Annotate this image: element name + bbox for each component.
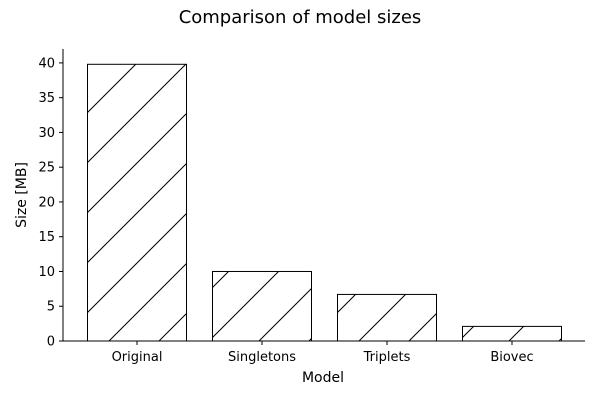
bar-singletons <box>212 270 312 342</box>
x-tick-label: Triplets <box>363 350 411 365</box>
x-tick-label: Singletons <box>228 350 296 365</box>
y-axis-label: Size [MB] <box>14 162 30 228</box>
y-axis-ticks: 0 5 10 15 20 25 30 35 40 <box>38 56 63 350</box>
y-tick-label: 0 <box>47 335 55 350</box>
bars-group <box>87 63 562 342</box>
y-tick-label: 20 <box>38 195 55 210</box>
bar-original <box>87 63 187 342</box>
y-tick-label: 40 <box>38 56 55 71</box>
y-tick-label: 15 <box>38 230 55 245</box>
bar-triplets <box>337 293 437 342</box>
x-axis-label: Model <box>302 370 344 386</box>
y-tick-label: 10 <box>38 265 55 280</box>
y-tick-label: 5 <box>47 300 55 315</box>
x-axis-ticks: Original Singletons Triplets Biovec <box>112 341 534 365</box>
x-tick-label: Original <box>112 350 163 365</box>
y-tick-label: 30 <box>38 126 55 141</box>
y-tick-label: 25 <box>38 161 55 176</box>
x-tick-label: Biovec <box>490 350 533 365</box>
chart-title: Comparison of model sizes <box>179 7 422 28</box>
bar-biovec <box>462 325 562 342</box>
y-tick-label: 35 <box>38 91 55 106</box>
